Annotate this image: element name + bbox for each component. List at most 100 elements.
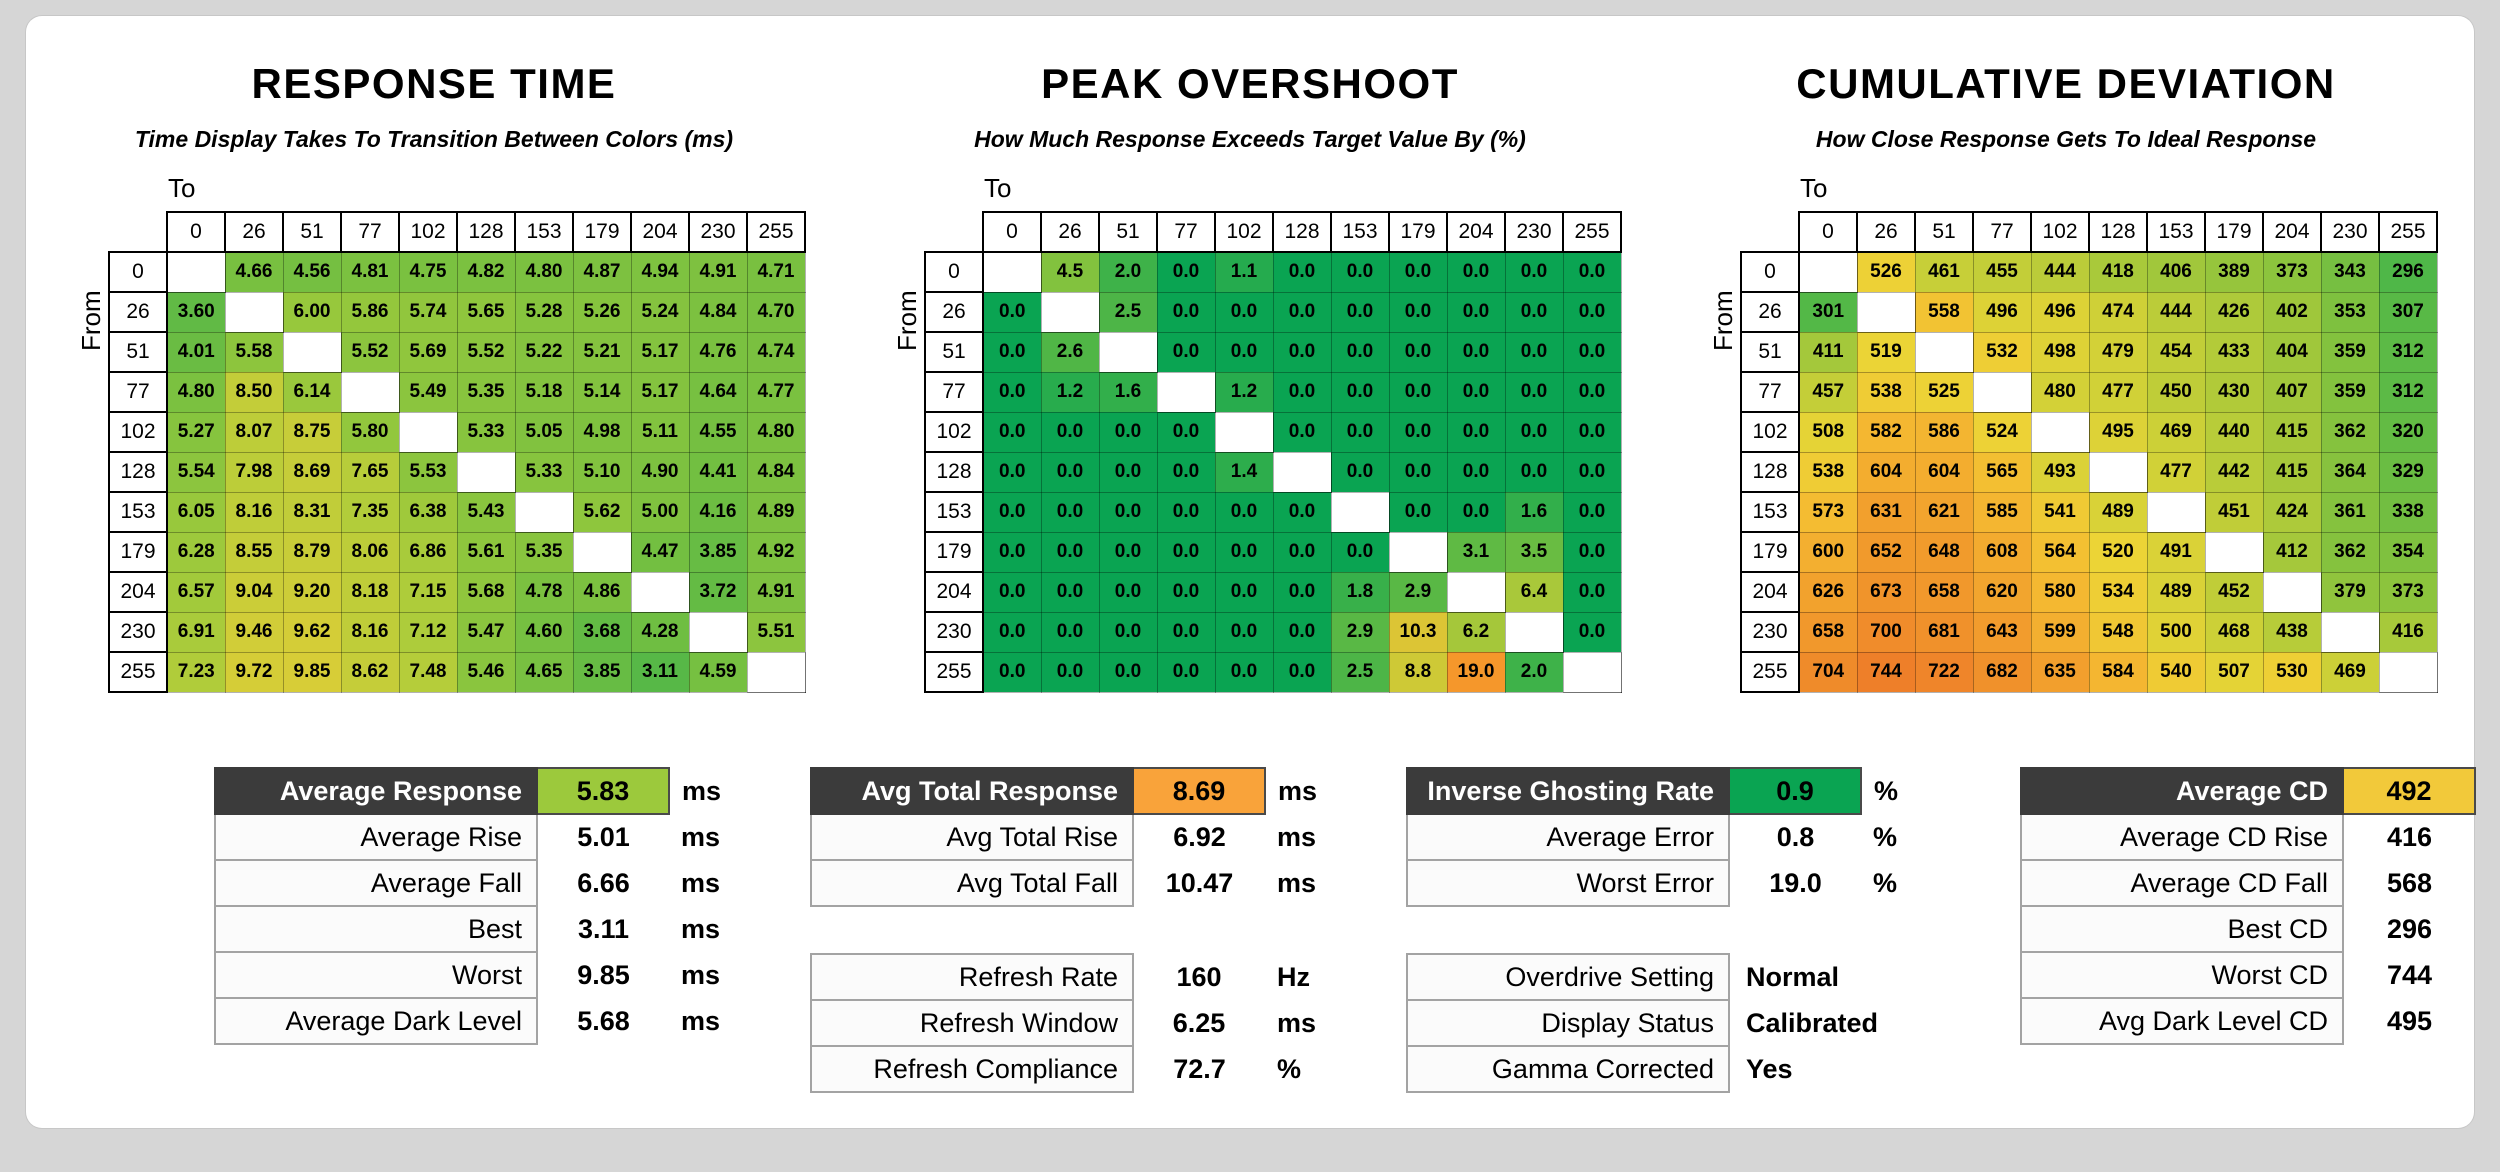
- heatmap-cell: 2.5: [1330, 651, 1390, 693]
- heatmap-row: 128 538 604 604 565 493 477 442 415 364 329: [1740, 451, 2438, 493]
- heatmap-row-header: 0: [924, 251, 984, 293]
- heatmap-corner: [925, 212, 983, 252]
- summary-label: Best: [214, 905, 538, 953]
- heatmap-row: 204 0.0 0.0 0.0 0.0 0.0 0.0 1.8 2.9 6.4 0.0: [924, 571, 1622, 613]
- heatmap-cell: 538: [1798, 451, 1858, 493]
- heatmap-row: 26 0.0 2.5 0.0 0.0 0.0 0.0 0.0 0.0 0.0 0.0: [924, 291, 1622, 333]
- heatmap-cell: 296: [2378, 251, 2438, 293]
- summary-unit: ms: [681, 1005, 721, 1036]
- summary-table: Average CD 492 Average CD Rise 416 Average C…: [2020, 767, 2500, 1045]
- heatmap-cell: 5.17: [630, 371, 690, 413]
- summary-value: 0.9: [1728, 767, 1862, 815]
- heatmap-cell: 1.4: [1214, 451, 1274, 493]
- summary-unit: [2475, 768, 2500, 814]
- response-time-heatmap: 0 26 51 77 102 128 153 179 204 230 255 0 4.66 4.56 4.8…: [108, 211, 806, 693]
- heatmap-cell: 9.85: [282, 651, 342, 693]
- heatmap-cell: 457: [1798, 371, 1858, 413]
- heatmap-diagonal-cell: [398, 411, 458, 453]
- heatmap-cell: 0.0: [982, 611, 1042, 653]
- heatmap-row: 77 457 538 525 480 477 450 430 407 359 312: [1740, 371, 2438, 413]
- heatmap-cell: 4.91: [688, 251, 748, 293]
- heatmap-col-header: 230: [688, 211, 748, 253]
- cumulative-deviation-section: CUMULATIVE DEVIATION How Close Response …: [1658, 60, 2474, 693]
- heatmap-cell: 1.1: [1214, 251, 1274, 293]
- heatmap-cell: 3.11: [630, 651, 690, 693]
- heatmap-cell: 8.69: [282, 451, 342, 493]
- heatmap-cell: 8.16: [340, 611, 400, 653]
- heatmap-corner: [109, 212, 167, 252]
- heatmap-cell: 4.80: [514, 251, 574, 293]
- heatmap-cell: 4.80: [746, 411, 806, 453]
- heatmap-cell: 4.71: [746, 251, 806, 293]
- heatmap-cell: 455: [1972, 251, 2032, 293]
- heatmap-cell: 0.0: [1098, 491, 1158, 533]
- heatmap-diagonal-cell: [2320, 611, 2380, 653]
- heatmap-cell: 489: [2146, 571, 2206, 613]
- heatmap-cell: 426: [2204, 291, 2264, 333]
- heatmap-row-header: 204: [924, 571, 984, 613]
- heatmap-cell: 604: [1914, 451, 1974, 493]
- summary-value: 492: [2342, 767, 2477, 815]
- summary-value: 6.25: [1172, 1007, 1226, 1038]
- heatmap-diagonal-cell: [1856, 291, 1916, 333]
- heatmap-cell: 6.86: [398, 531, 458, 573]
- summary-value: 5.68: [577, 1005, 630, 1036]
- heatmap-cell: 5.11: [630, 411, 690, 453]
- heatmap-cell: 6.00: [282, 291, 342, 333]
- summary-row: Average Dark Level 5.68 ms: [214, 997, 755, 1045]
- heatmap-cell: 5.22: [514, 331, 574, 373]
- heatmap-diagonal-cell: [2204, 531, 2264, 573]
- heatmap-cell: 0.0: [982, 451, 1042, 493]
- heatmap-diagonal-cell: [1272, 451, 1332, 493]
- heatmap-cell: 0.0: [1272, 491, 1332, 533]
- heatmap-cell: 0.0: [1214, 291, 1274, 333]
- heatmap-cell: 3.72: [688, 571, 748, 613]
- heatmap-row-header: 153: [1740, 491, 1800, 533]
- summary-unit: [2475, 906, 2500, 952]
- heatmap-row: 77 4.80 8.50 6.14 5.49 5.35 5.18 5.14 5.17 4.64 4.…: [108, 371, 806, 413]
- heatmap-cell: 4.59: [688, 651, 748, 693]
- heatmap-cell: 4.60: [514, 611, 574, 653]
- heatmap-cell: 7.98: [224, 451, 284, 493]
- heatmap-cell: 4.65: [514, 651, 574, 693]
- heatmap-cell: 496: [2030, 291, 2090, 333]
- heatmap-cell: 469: [2146, 411, 2206, 453]
- heatmap-cell: 7.35: [340, 491, 400, 533]
- heatmap-cell: 4.5: [1040, 251, 1100, 293]
- summary-label: Average CD: [2020, 767, 2345, 815]
- heatmap-cell: 0.0: [1388, 331, 1448, 373]
- heatmap-cell: 0.0: [1098, 651, 1158, 693]
- heatmap-col-header: 204: [630, 211, 690, 253]
- heatmap-cell: 0.0: [1562, 331, 1622, 373]
- heatmap-cell: 4.55: [688, 411, 748, 453]
- heatmap-diagonal-cell: [1156, 371, 1216, 413]
- heatmap-cell: 5.24: [630, 291, 690, 333]
- heatmap-cell: 8.16: [224, 491, 284, 533]
- heatmap-cell: 0.0: [1272, 411, 1332, 453]
- heatmap-row-header: 102: [924, 411, 984, 453]
- heatmap-row: 26 301 558 496 496 474 444 426 402 353 307: [1740, 291, 2438, 333]
- heatmap-cell: 5.35: [456, 371, 516, 413]
- summary-row: Refresh Rate 160 Hz: [810, 953, 1351, 1001]
- heatmap-cell: 0.0: [1562, 371, 1622, 413]
- heatmap-cell: 7.48: [398, 651, 458, 693]
- summary-unit: [2475, 814, 2500, 860]
- heatmap-cell: 8.79: [282, 531, 342, 573]
- heatmap-row-header: 0: [1740, 251, 1800, 293]
- heatmap-cell: 0.0: [1156, 251, 1216, 293]
- summary-unit: ms: [681, 959, 721, 990]
- summary-label: Avg Total Fall: [810, 859, 1134, 907]
- heatmap-cell: 4.16: [688, 491, 748, 533]
- heatmap-cell: 0.0: [1272, 371, 1332, 413]
- heatmap-cell: 0.0: [1040, 491, 1100, 533]
- heatmap-cell: 1.6: [1098, 371, 1158, 413]
- heatmap-cell: 373: [2262, 251, 2322, 293]
- heatmap-cell: 468: [2204, 611, 2264, 653]
- heatmap-cell: 5.21: [572, 331, 632, 373]
- heatmap-cell: 0.0: [1156, 491, 1216, 533]
- response-summary-group: Average Response 5.83 ms Average Rise 5.01 ms…: [214, 767, 756, 1045]
- heatmap-cell: 3.5: [1504, 531, 1564, 573]
- heatmap-cell: 0.0: [982, 411, 1042, 453]
- heatmap-cell: 4.75: [398, 251, 458, 293]
- heatmap-cell: 0.0: [1214, 531, 1274, 573]
